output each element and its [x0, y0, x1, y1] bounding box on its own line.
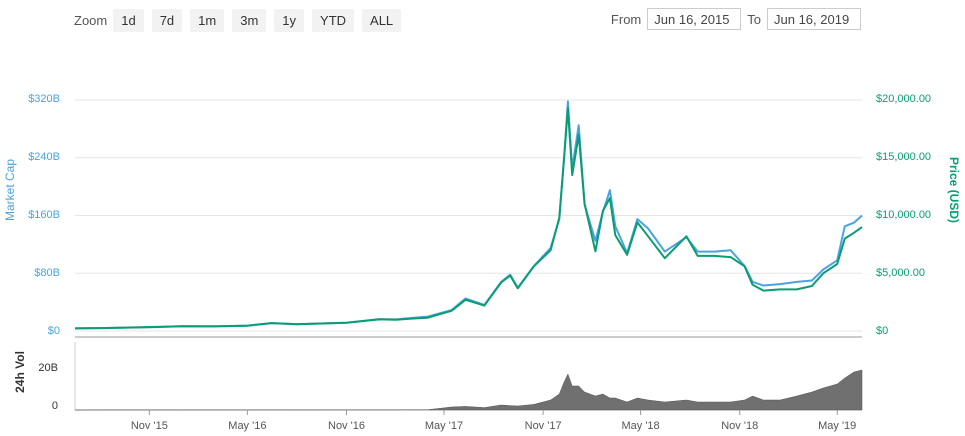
zoom-1m-button[interactable]: 1m	[190, 8, 225, 32]
x-tick-label: May '19	[818, 420, 856, 432]
tick-right-1: $5,000.00	[876, 267, 925, 279]
zoom-toolbar: Zoom 1d 7d 1m 3m 1y YTD ALL	[74, 8, 409, 32]
zoom-7d-button[interactable]: 7d	[151, 8, 183, 32]
vol-tick-0: 0	[52, 400, 58, 412]
tick-left-0: $0	[48, 325, 60, 337]
vol-axis-title: 24h Vol	[13, 351, 27, 393]
zoom-label: Zoom	[74, 12, 108, 28]
zoom-all-button[interactable]: ALL	[362, 8, 402, 32]
tick-left-3: $240B	[28, 151, 60, 163]
x-tick-label: Nov '16	[328, 420, 365, 432]
zoom-ytd-button[interactable]: YTD	[312, 8, 355, 32]
tick-right-0: $0	[876, 325, 888, 337]
series-market-cap-line	[74, 100, 863, 330]
series-24h-vol-area	[74, 369, 863, 411]
zoom-1y-button[interactable]: 1y	[274, 8, 305, 32]
tick-left-2: $160B	[28, 209, 60, 221]
x-tick-label: May '18	[622, 420, 660, 432]
x-tick-label: Nov '17	[525, 420, 562, 432]
tick-right-2: $10,000.00	[876, 209, 931, 221]
from-date-input[interactable]	[647, 8, 742, 30]
zoom-1d-button[interactable]: 1d	[113, 8, 144, 32]
tick-right-4: $20,000.00	[876, 93, 931, 105]
date-range: From To	[605, 8, 861, 30]
x-tick-label: Nov '18	[721, 420, 758, 432]
tick-right-3: $15,000.00	[876, 151, 931, 163]
tick-left-1: $80B	[34, 267, 60, 279]
x-tick-label: May '16	[228, 420, 266, 432]
zoom-3m-button[interactable]: 3m	[232, 8, 267, 32]
series-price-line	[74, 107, 863, 330]
from-label: From	[610, 11, 642, 27]
tick-left-4: $320B	[28, 93, 60, 105]
to-date-input[interactable]	[767, 8, 861, 30]
y-axis-title-left: Market Cap	[3, 159, 17, 221]
x-tick-label: Nov '15	[131, 420, 168, 432]
to-label: To	[747, 11, 761, 27]
x-tick-label: May '17	[425, 420, 463, 432]
vol-tick-20b: 20B	[38, 362, 58, 374]
y-axis-title-right: Price (USD)	[947, 157, 961, 223]
